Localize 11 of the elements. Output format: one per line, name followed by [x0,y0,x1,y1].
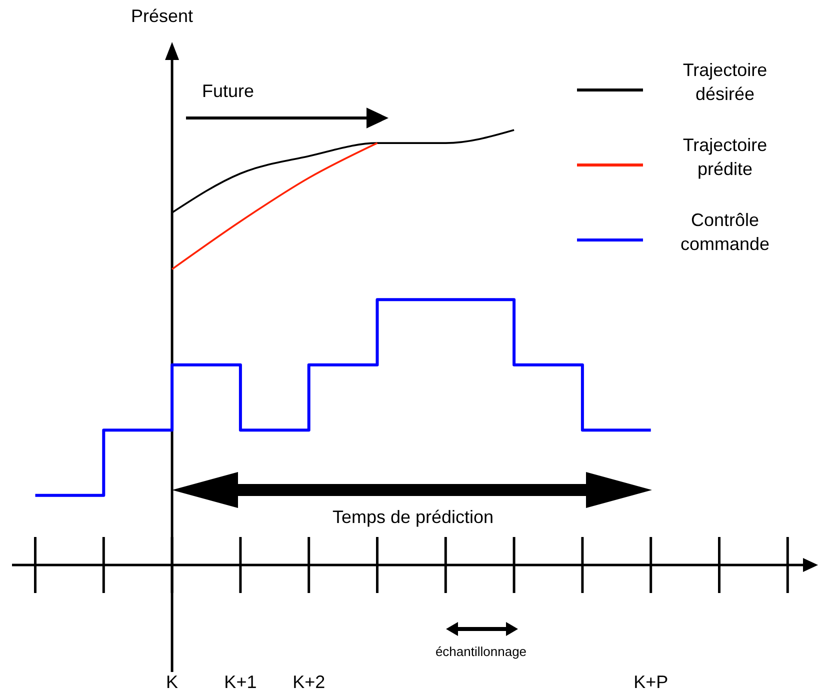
x-tick-label: K+1 [224,672,257,692]
legend-label: Trajectoire prédite [682,135,768,179]
text: Présent [131,6,194,26]
text: échantillonnage [435,644,527,659]
x-tick-label: K+P [634,672,668,692]
text: Future [202,81,254,101]
x-tick-label: K [166,672,178,692]
x-tick-label: K+2 [292,672,326,692]
annotation: Temps de prédiction [332,507,494,527]
legend-label: Trajectoire désirée [682,60,768,104]
text: Contrôle commande [680,210,770,254]
